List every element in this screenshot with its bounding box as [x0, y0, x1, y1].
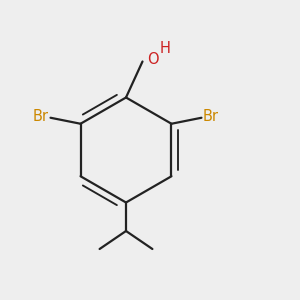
Text: O: O	[147, 52, 159, 68]
Text: H: H	[160, 41, 171, 56]
Text: Br: Br	[203, 109, 219, 124]
Text: Br: Br	[33, 109, 49, 124]
